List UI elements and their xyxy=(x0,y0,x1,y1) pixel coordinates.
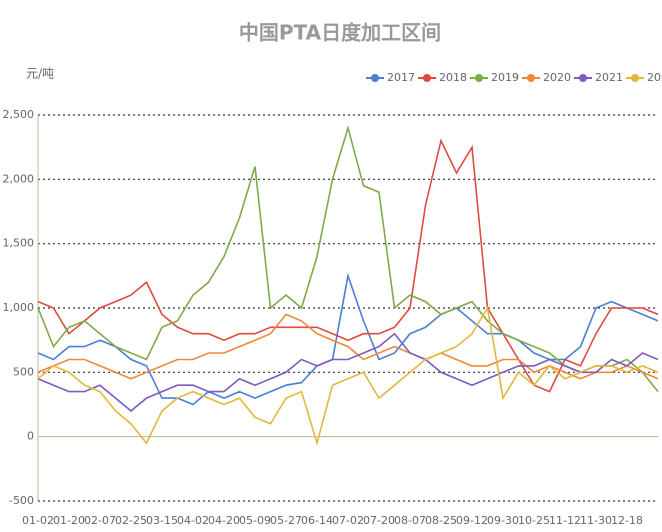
series-line xyxy=(37,332,659,412)
x-tick-label: 08-07 xyxy=(394,514,426,527)
y-tick-label: 2,500 xyxy=(3,108,35,121)
x-tick-label: 11-12 xyxy=(549,514,581,527)
legend-swatch xyxy=(475,74,483,82)
y-tick-label: 1,000 xyxy=(3,301,35,314)
x-tick-label: 07-02 xyxy=(332,514,364,527)
legend-swatch xyxy=(423,74,431,82)
chart-title: 中国PTA日度加工区间 xyxy=(239,21,441,45)
x-tick-label: 03-15 xyxy=(146,514,178,527)
legend-label: 2017 xyxy=(387,71,415,84)
x-tick-label: 12-18 xyxy=(611,514,643,527)
y-tick-label: 2,000 xyxy=(3,172,35,185)
x-tick-label: 10-25 xyxy=(518,514,550,527)
series-line xyxy=(37,124,659,393)
series-line xyxy=(37,272,659,406)
y-tick-label: 1,500 xyxy=(3,237,35,250)
legend-label: 2019 xyxy=(491,71,519,84)
x-tick-label: 02-07 xyxy=(84,514,116,527)
x-tick-label: 07-20 xyxy=(363,514,395,527)
legend-swatch xyxy=(579,74,587,82)
legend-swatch xyxy=(527,74,535,82)
y-tick-label: 0 xyxy=(27,430,34,443)
series-line xyxy=(37,138,659,393)
series-line xyxy=(37,313,659,380)
x-tick-label: 09-12 xyxy=(456,514,488,527)
x-tick-label: 11-30 xyxy=(580,514,612,527)
x-tick-label: 04-02 xyxy=(177,514,209,527)
x-tick-label: 05-09 xyxy=(239,514,271,527)
legend-swatch xyxy=(371,74,379,82)
legend-label: 2020 xyxy=(543,71,571,84)
x-tick-label: 04-20 xyxy=(208,514,240,527)
x-tick-label: 09-30 xyxy=(487,514,519,527)
legend-swatch xyxy=(631,74,639,82)
x-tick-label: 02-25 xyxy=(115,514,147,527)
x-tick-label: 05-27 xyxy=(270,514,302,527)
y-tick-label: -500 xyxy=(9,494,34,507)
x-tick-label: 06-14 xyxy=(301,514,333,527)
y-tick-label: 500 xyxy=(13,365,34,378)
legend-label: 2018 xyxy=(439,71,467,84)
legend-label: 2021 xyxy=(595,71,623,84)
series-line xyxy=(37,305,659,447)
x-tick-label: 08-25 xyxy=(425,514,457,527)
legend-label: 2022 xyxy=(647,71,662,84)
x-tick-label: 01-20 xyxy=(53,514,85,527)
x-tick-label: 01-02 xyxy=(22,514,54,527)
y-axis-label: 元/吨 xyxy=(26,67,54,81)
